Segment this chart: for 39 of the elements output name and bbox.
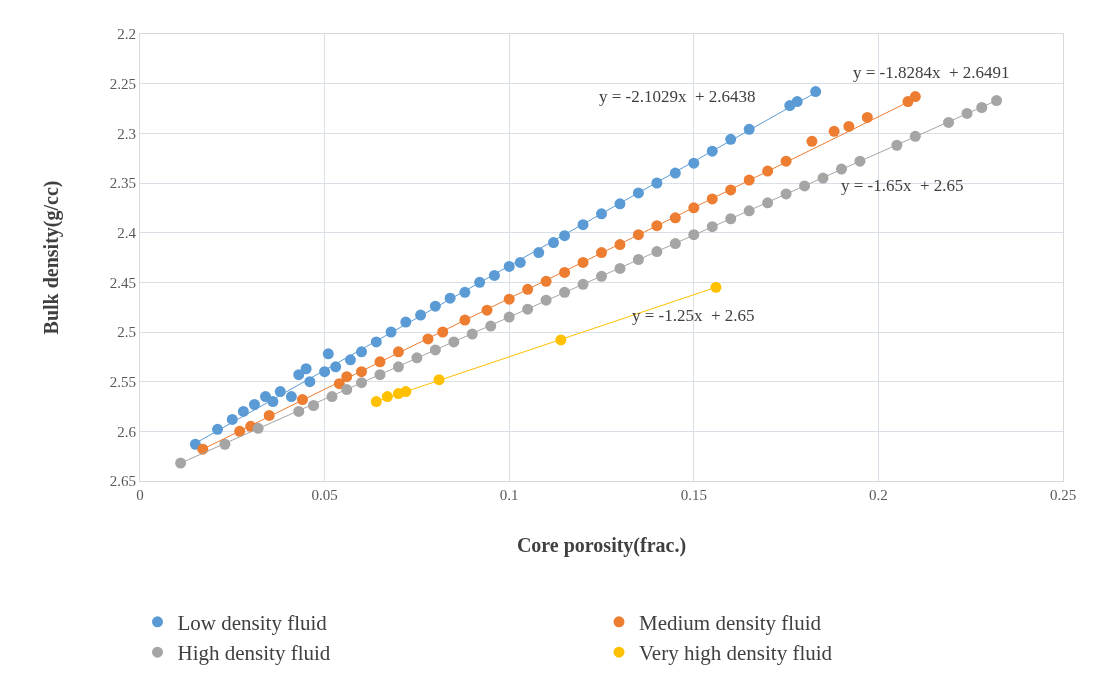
legend-label: Medium density fluid [639,611,822,636]
point [285,391,297,403]
point [991,95,1003,107]
annotation: y = -1.65x + 2.65 [841,176,964,195]
point [810,86,822,98]
annotation: y = -1.8284x + 2.6491 [853,63,1010,82]
point [300,363,312,375]
y-tick-label: 2.4 [117,224,137,241]
y-tick-label: 2.25 [109,75,136,92]
x-tick-label: 0.2 [869,487,888,503]
x-tick-label: 0.25 [1049,487,1077,503]
legend-label: Low density fluid [177,611,328,636]
legend-label: Very high density fluid [639,641,833,666]
point [260,391,272,403]
x-tick-label: 0 [136,487,144,503]
point [370,396,382,408]
point [710,281,722,293]
y-tick-label: 2.2 [117,26,136,43]
x-axis-title: Core porosity(frac.) [516,533,687,557]
x-tick-label: 0.05 [311,487,338,503]
y-tick-label: 2.3 [117,125,136,142]
y-tick-label: 2.5 [117,324,136,341]
point [806,135,818,147]
point [293,369,305,381]
point [909,91,921,103]
y-tick-label: 2.55 [109,373,136,390]
y-axis-title: Bulk density(g/cc) [40,180,64,335]
point [175,457,187,469]
x-tick-label: 0.1 [499,487,519,503]
x-tick-label: 0.15 [680,487,707,503]
point [248,399,260,411]
point [828,125,840,137]
y-tick-label: 2.65 [109,473,136,490]
y-tick-label: 2.35 [109,175,136,192]
point [322,348,334,360]
legend-label: High density fluid [177,641,331,666]
annotation: y = -2.1029x + 2.6438 [599,87,756,106]
y-tick-label: 2.6 [117,423,137,440]
y-tick-label: 2.45 [109,274,136,291]
